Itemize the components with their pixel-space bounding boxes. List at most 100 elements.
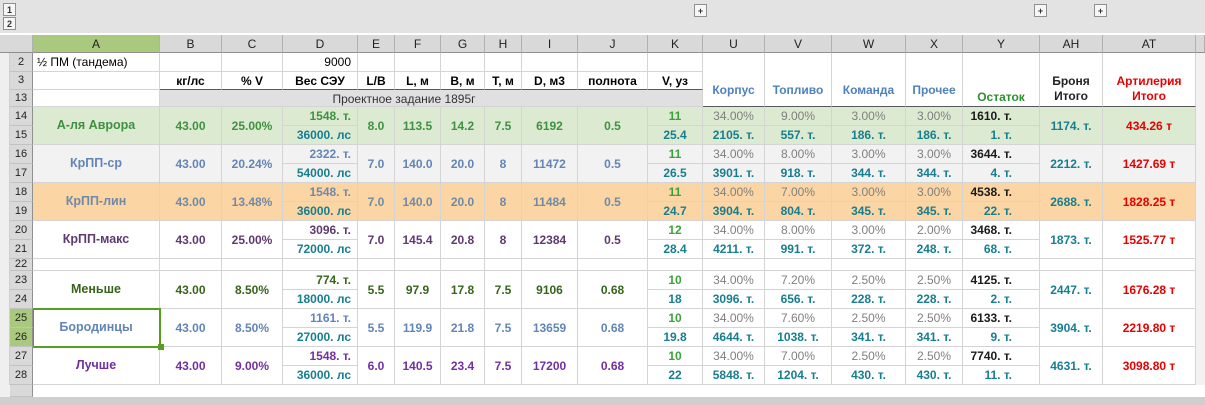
- grid-cell-I2[interactable]: [522, 53, 578, 72]
- cell-I23[interactable]: 9106: [522, 271, 578, 309]
- cell-X28[interactable]: 430. т.: [906, 366, 963, 385]
- cell-X15[interactable]: 186. т.: [906, 126, 963, 145]
- row-header-24[interactable]: 24: [10, 290, 33, 309]
- grid-cell-J2[interactable]: [578, 53, 648, 72]
- cell-C14[interactable]: 25.00%: [222, 107, 283, 145]
- cell-K24[interactable]: 18: [648, 290, 703, 309]
- cell-D19[interactable]: 36000. лс: [283, 202, 358, 221]
- grid-cell-F22[interactable]: [395, 259, 441, 271]
- cell-B14[interactable]: 43.00: [160, 107, 222, 145]
- cell-U18[interactable]: 34.00%: [703, 183, 765, 202]
- grid-cell-H2[interactable]: [485, 53, 522, 72]
- cell-U28[interactable]: 5848. т.: [703, 366, 765, 385]
- cell-A14-ship-name[interactable]: А-ля Аврора: [33, 107, 160, 145]
- cell-A16-ship-name[interactable]: КрПП-ср: [33, 145, 160, 183]
- cell-K17[interactable]: 26.5: [648, 164, 703, 183]
- cell-X26[interactable]: 341. т.: [906, 328, 963, 347]
- cell-Y25[interactable]: 6133. т.: [963, 309, 1040, 328]
- cell-C23[interactable]: 8.50%: [222, 271, 283, 309]
- grid-cell-B2[interactable]: [160, 53, 222, 72]
- cell-D23[interactable]: 774. т.: [283, 271, 358, 290]
- cell-C20[interactable]: 25.00%: [222, 221, 283, 259]
- row-header-17[interactable]: 17: [10, 164, 33, 183]
- cell-G23[interactable]: 17.8: [441, 271, 485, 309]
- cell-A27-ship-name[interactable]: Лучше: [33, 347, 160, 385]
- cell-C27[interactable]: 9.00%: [222, 347, 283, 385]
- column-header-D[interactable]: D: [283, 35, 358, 53]
- cell-U25[interactable]: 34.00%: [703, 309, 765, 328]
- selection-fill-handle[interactable]: [158, 344, 164, 350]
- cell-F25[interactable]: 119.9: [395, 309, 441, 347]
- cell-G27[interactable]: 23.4: [441, 347, 485, 385]
- cell-F23[interactable]: 97.9: [395, 271, 441, 309]
- row-header-19[interactable]: 19: [10, 202, 33, 221]
- cell-Y19[interactable]: 22. т.: [963, 202, 1040, 221]
- group-header-V[interactable]: Топливо: [765, 53, 832, 107]
- cell-X23[interactable]: 2.50%: [906, 271, 963, 290]
- cell-Y26[interactable]: 9. т.: [963, 328, 1040, 347]
- outline-level-1-button[interactable]: 1: [3, 3, 16, 16]
- cell-I20[interactable]: 12384: [522, 221, 578, 259]
- cell-J23[interactable]: 0.68: [578, 271, 648, 309]
- cell-W27[interactable]: 2.50%: [832, 347, 906, 366]
- cell-Y18[interactable]: 4538. т.: [963, 183, 1040, 202]
- row-header-20[interactable]: 20: [10, 221, 33, 240]
- cell-D14[interactable]: 1548. т.: [283, 107, 358, 126]
- cell-U24[interactable]: 3096. т.: [703, 290, 765, 309]
- cell-K26[interactable]: 19.8: [648, 328, 703, 347]
- cell-K16[interactable]: 11: [648, 145, 703, 164]
- cell-G20[interactable]: 20.8: [441, 221, 485, 259]
- grid-cell-AT22[interactable]: [1103, 259, 1196, 271]
- cell-V25[interactable]: 7.60%: [765, 309, 832, 328]
- cell-V14[interactable]: 9.00%: [765, 107, 832, 126]
- row-header-3[interactable]: 3: [10, 72, 33, 90]
- cell-X16[interactable]: 3.00%: [906, 145, 963, 164]
- column-header-U[interactable]: U: [703, 35, 765, 53]
- cell-J27[interactable]: 0.68: [578, 347, 648, 385]
- cell-K23[interactable]: 10: [648, 271, 703, 290]
- row-header-18[interactable]: 18: [10, 183, 33, 202]
- project-title[interactable]: Проектное задание 1895г: [332, 91, 476, 106]
- cell-J16[interactable]: 0.5: [578, 145, 648, 183]
- row-header-23[interactable]: 23: [10, 271, 33, 290]
- cell-U15[interactable]: 2105. т.: [703, 126, 765, 145]
- cell-AT27[interactable]: 3098.80 т: [1103, 347, 1196, 385]
- cell-A20-ship-name[interactable]: КрПП-макс: [33, 221, 160, 259]
- grid-cell-K2[interactable]: [648, 53, 703, 72]
- cell-J20[interactable]: 0.5: [578, 221, 648, 259]
- cell-V15[interactable]: 557. т.: [765, 126, 832, 145]
- cell-V19[interactable]: 804. т.: [765, 202, 832, 221]
- cell-U19[interactable]: 3904. т.: [703, 202, 765, 221]
- column-header-F[interactable]: F: [395, 35, 441, 53]
- cell-AH16[interactable]: 2212. т.: [1040, 145, 1103, 183]
- grid-cell-U22[interactable]: [703, 259, 765, 271]
- cell-G16[interactable]: 20.0: [441, 145, 485, 183]
- cell-X20[interactable]: 2.00%: [906, 221, 963, 240]
- cell-E25[interactable]: 5.5: [358, 309, 395, 347]
- cell-V26[interactable]: 1038. т.: [765, 328, 832, 347]
- cell-B23[interactable]: 43.00: [160, 271, 222, 309]
- cell-V27[interactable]: 7.00%: [765, 347, 832, 366]
- grid-cell-Y22[interactable]: [963, 259, 1040, 271]
- cell-W24[interactable]: 228. т.: [832, 290, 906, 309]
- cell-E27[interactable]: 6.0: [358, 347, 395, 385]
- cell-J14[interactable]: 0.5: [578, 107, 648, 145]
- cell-A18-ship-name[interactable]: КрПП-лин: [33, 183, 160, 221]
- cell-F27[interactable]: 140.5: [395, 347, 441, 385]
- cell-AH14[interactable]: 1174. т.: [1040, 107, 1103, 145]
- column-header-C[interactable]: C: [222, 35, 283, 53]
- cell-Y20[interactable]: 3468. т.: [963, 221, 1040, 240]
- cell-E16[interactable]: 7.0: [358, 145, 395, 183]
- cell-B18[interactable]: 43.00: [160, 183, 222, 221]
- column3-header-C[interactable]: % V: [222, 72, 283, 90]
- column-header-B[interactable]: B: [160, 35, 222, 53]
- cell-V20[interactable]: 8.00%: [765, 221, 832, 240]
- row-header-26[interactable]: 26: [10, 328, 33, 347]
- cell-C18[interactable]: 13.48%: [222, 183, 283, 221]
- grid-cell-A22[interactable]: [33, 259, 160, 271]
- expand-columns-group-1-button[interactable]: +: [694, 4, 707, 17]
- cell-Y17[interactable]: 4. т.: [963, 164, 1040, 183]
- cell-J25[interactable]: 0.68: [578, 309, 648, 347]
- cell-B27[interactable]: 43.00: [160, 347, 222, 385]
- cell-J18[interactable]: 0.5: [578, 183, 648, 221]
